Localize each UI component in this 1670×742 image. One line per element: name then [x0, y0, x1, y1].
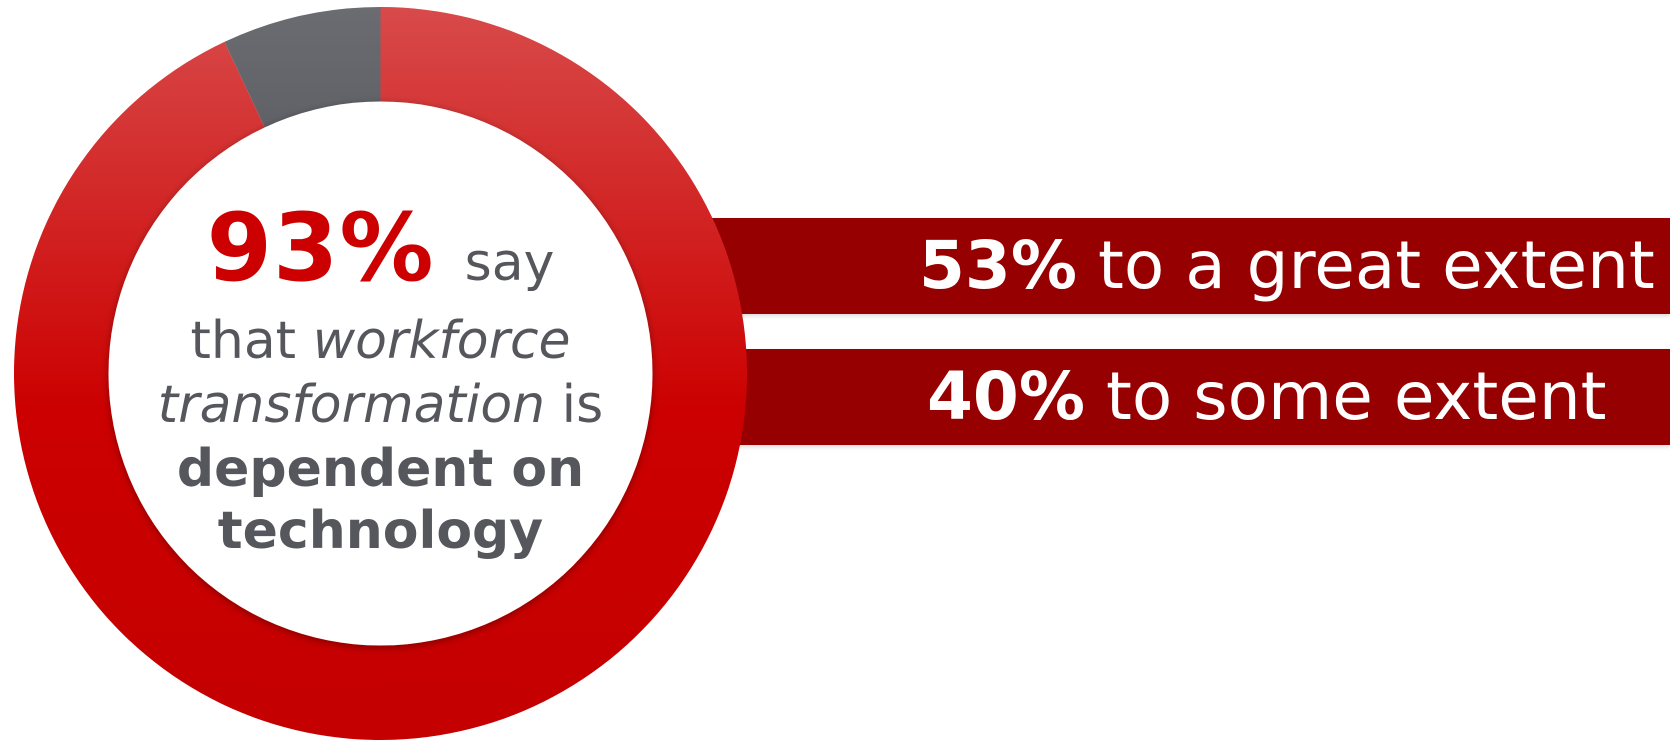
donut-center [108, 101, 653, 646]
some-extent-percent: 40% [927, 358, 1085, 435]
great-extent-label: to a great extent [1097, 227, 1655, 304]
some-extent-bar: 40% to some extent [660, 349, 1670, 445]
donut-chart: 93% say that workforce transformation is … [13, 6, 747, 740]
some-extent-text: 40% to some extent [927, 364, 1607, 430]
some-extent-label: to some extent [1105, 358, 1607, 435]
donut-svg [13, 6, 747, 740]
great-extent-text: 53% to a great extent [919, 233, 1655, 299]
great-extent-percent: 53% [919, 227, 1077, 304]
great-extent-bar: 53% to a great extent [660, 218, 1670, 314]
